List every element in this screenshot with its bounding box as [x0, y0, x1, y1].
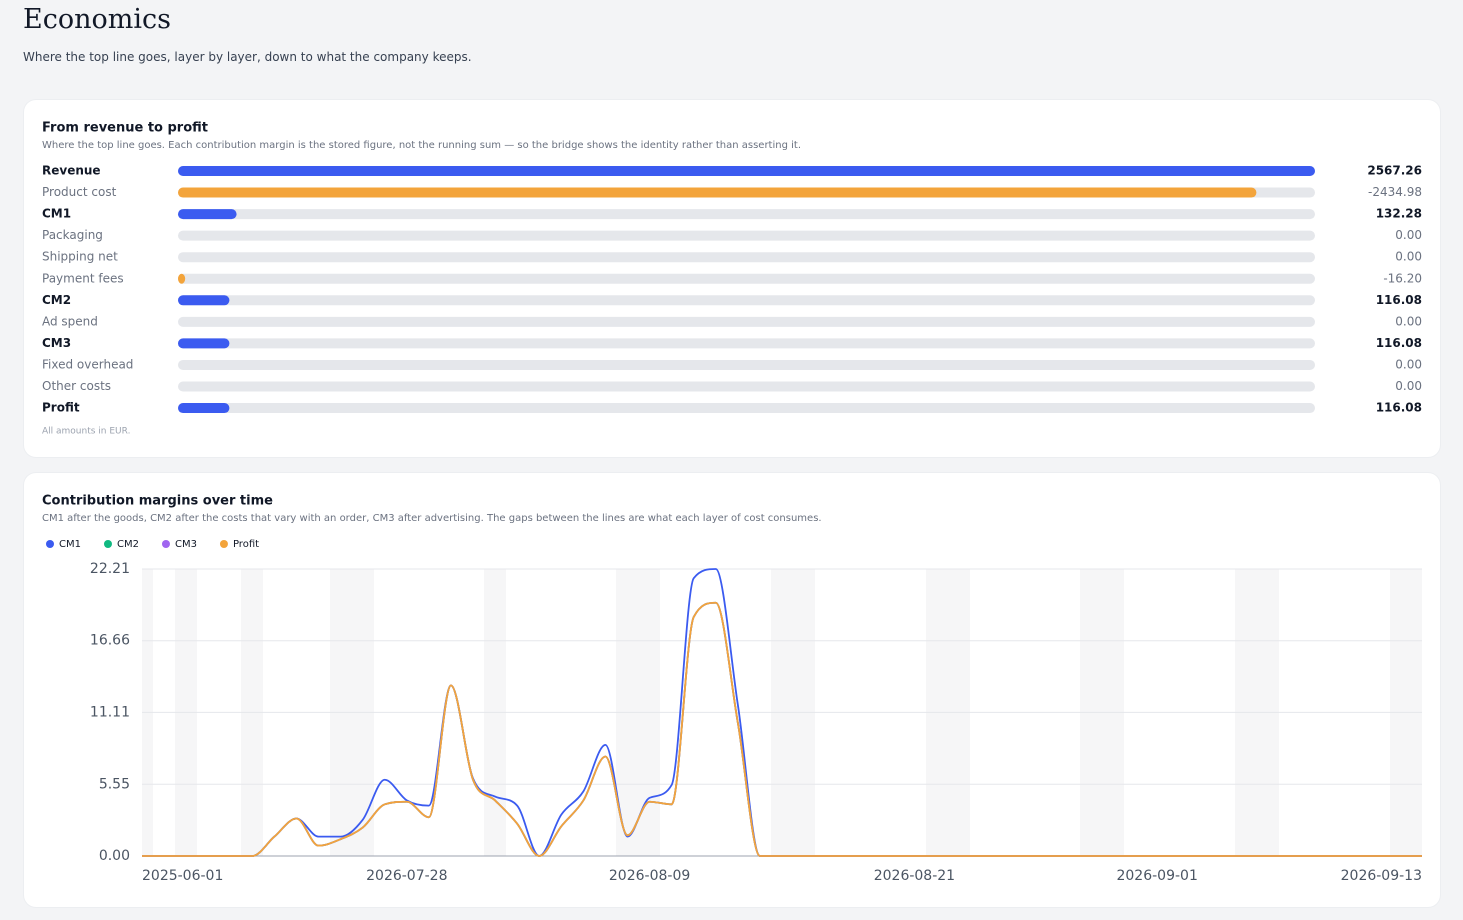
bar-track — [178, 403, 1315, 414]
card-title: From revenue to profit — [42, 121, 208, 136]
value-label: 2567.26 — [1367, 164, 1422, 178]
bar — [178, 403, 230, 414]
bar-track — [178, 316, 1315, 327]
row-label: Profit — [42, 401, 80, 415]
row-label: CM3 — [42, 336, 71, 350]
y-tick-label: 11.11 — [90, 704, 130, 720]
card-title: Contribution margins over time — [42, 494, 273, 509]
x-tick-label: 2026-09-01 — [1116, 868, 1197, 884]
legend-label: CM2 — [117, 539, 139, 550]
bar-track — [178, 359, 1315, 370]
bar — [178, 338, 230, 349]
x-tick-label: 2025-06-01 — [142, 868, 223, 884]
value-label: 116.08 — [1376, 401, 1422, 415]
bar-track — [178, 295, 1315, 306]
row-label: Product cost — [42, 185, 117, 199]
legend-label: CM1 — [59, 539, 81, 550]
y-tick-label: 5.55 — [99, 776, 130, 792]
value-label: 0.00 — [1395, 250, 1422, 264]
bar-track — [178, 381, 1315, 392]
legend-label: CM3 — [175, 539, 197, 550]
bar-track — [178, 230, 1315, 241]
bar — [178, 187, 1257, 198]
series-line — [142, 601, 1422, 857]
card-subtitle: CM1 after the goods, CM2 after the costs… — [42, 513, 822, 524]
page-subtitle: Where the top line goes, layer by layer,… — [23, 50, 472, 64]
legend-dot — [46, 540, 54, 548]
legend-dot — [219, 540, 228, 548]
value-label: 0.00 — [1395, 379, 1422, 393]
x-tick-label: 2026-08-21 — [874, 868, 955, 884]
value-label: 0.00 — [1395, 357, 1422, 371]
x-tick-label: 2026-08-09 — [609, 868, 690, 884]
row-label: Revenue — [42, 164, 101, 178]
bar — [178, 273, 186, 284]
bar — [178, 166, 1315, 176]
y-tick-label: 0.00 — [99, 848, 130, 864]
legend-dot — [161, 540, 170, 548]
bar-track — [178, 273, 1315, 284]
footnote: All amounts in EUR. — [42, 427, 130, 437]
legend-label: Profit — [233, 539, 259, 550]
value-label: 132.28 — [1376, 207, 1422, 221]
value-label: 0.00 — [1395, 314, 1422, 328]
page-title: Economics — [23, 4, 171, 35]
row-label: CM2 — [42, 293, 71, 307]
row-label: Packaging — [42, 228, 103, 242]
bar-track — [178, 338, 1315, 349]
value-label: -16.20 — [1383, 271, 1422, 285]
value-label: 0.00 — [1395, 228, 1422, 242]
row-label: Fixed overhead — [42, 357, 133, 371]
row-label: Payment fees — [42, 271, 124, 285]
row-label: CM1 — [42, 207, 71, 221]
bar-track — [178, 209, 1315, 220]
row-label: Ad spend — [42, 314, 98, 328]
x-tick-label: 2026-07-28 — [366, 868, 447, 884]
value-label: -2434.98 — [1368, 185, 1422, 199]
bar-track — [178, 252, 1315, 263]
y-tick-label: 16.66 — [90, 633, 130, 649]
legend-dot — [103, 540, 112, 548]
bar — [178, 209, 237, 220]
y-tick-label: 22.21 — [90, 561, 130, 577]
value-label: 116.08 — [1376, 336, 1422, 350]
row-label: Shipping net — [42, 250, 118, 264]
bar — [178, 295, 230, 306]
value-label: 116.08 — [1376, 293, 1422, 307]
card-subtitle: Where the top line goes. Each contributi… — [42, 140, 801, 151]
x-tick-label: 2026-09-13 — [1341, 868, 1422, 884]
row-label: Other costs — [42, 379, 111, 393]
